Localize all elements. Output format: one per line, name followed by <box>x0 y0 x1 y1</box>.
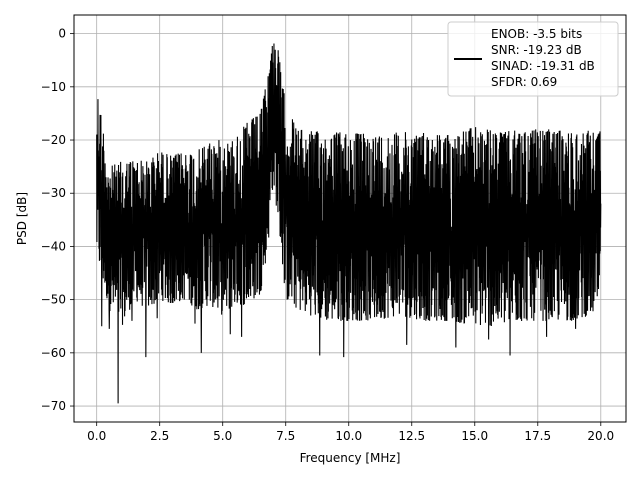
x-axis-ticks: 0.0 2.5 5.0 7.5 10.0 12.5 15.0 17.5 20.0 <box>87 422 614 443</box>
legend: ENOB: -3.5 bits SNR: -19.23 dB SINAD: -1… <box>447 21 619 97</box>
y-tick-label: −40 <box>41 239 66 253</box>
x-tick-label: 20.0 <box>587 429 614 443</box>
y-axis-label: PSD [dB] <box>15 192 29 245</box>
legend-enob: ENOB: -3.5 bits <box>491 27 582 41</box>
y-tick-label: −60 <box>41 346 66 360</box>
plot-frame <box>73 14 627 423</box>
y-tick-label: 0 <box>58 27 66 41</box>
y-tick-label: −10 <box>41 80 66 94</box>
x-tick-label: 2.5 <box>150 429 169 443</box>
x-tick-label: 0.0 <box>87 429 106 443</box>
y-tick-label: −70 <box>41 399 66 413</box>
psd-trace <box>96 43 602 404</box>
y-tick-label: −30 <box>41 186 66 200</box>
legend-box <box>447 21 619 97</box>
x-tick-label: 10.0 <box>335 429 362 443</box>
x-tick-label: 15.0 <box>461 429 488 443</box>
x-tick-label: 17.5 <box>524 429 551 443</box>
y-axis-ticks: 0 −10 −20 −30 −40 −50 −60 −70 <box>41 27 74 413</box>
x-tick-label: 12.5 <box>398 429 425 443</box>
x-axis-label: Frequency [MHz] <box>300 451 401 465</box>
y-tick-label: −50 <box>41 293 66 307</box>
psd-series-line <box>96 43 602 404</box>
y-tick-label: −20 <box>41 133 66 147</box>
legend-sfdr: SFDR: 0.69 <box>491 75 557 89</box>
x-tick-label: 5.0 <box>213 429 232 443</box>
legend-snr: SNR: -19.23 dB <box>491 43 582 57</box>
x-tick-label: 7.5 <box>276 429 295 443</box>
legend-sinad: SINAD: -19.31 dB <box>491 59 595 73</box>
